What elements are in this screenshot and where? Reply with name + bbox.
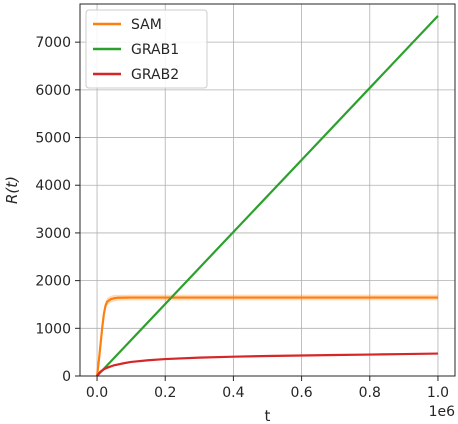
legend-label-grab1: GRAB1 xyxy=(131,42,179,58)
x-tick-label: 1.0 xyxy=(427,385,449,401)
series-lines xyxy=(95,15,439,377)
y-tick-label: 7000 xyxy=(35,35,71,51)
x-ticks: 0.0 0.2 0.4 0.6 0.8 1.0 xyxy=(86,376,449,401)
series-line-grab1 xyxy=(96,15,439,377)
y-tick-label: 0 xyxy=(62,369,71,385)
plot-frame xyxy=(79,3,456,377)
x-offset-label: 1e6 xyxy=(429,404,456,420)
series-line-grab2 xyxy=(96,352,438,377)
y-tick-label: 6000 xyxy=(35,83,71,99)
series-line-sam xyxy=(95,296,438,377)
y-tick-label: 1000 xyxy=(35,321,71,337)
x-tick-label: 0.8 xyxy=(359,385,381,401)
y-tick-label: 5000 xyxy=(35,131,71,147)
y-ticks: 0 1000 2000 3000 4000 5000 6000 7000 xyxy=(35,35,80,385)
y-tick-label: 2000 xyxy=(35,274,71,290)
legend: SAM GRAB1 GRAB2 xyxy=(85,9,208,89)
legend-label-sam: SAM xyxy=(131,17,162,33)
x-tick-label: 0.4 xyxy=(222,385,244,401)
x-axis-label: t xyxy=(265,407,271,424)
x-tick-label: 0.6 xyxy=(290,385,312,401)
legend-frame xyxy=(85,9,208,89)
legend-label-grab2: GRAB2 xyxy=(131,67,179,83)
y-axis-label: R(t) xyxy=(3,176,21,204)
x-tick-label: 0.2 xyxy=(154,385,176,401)
x-tick-label: 0.0 xyxy=(86,385,108,401)
y-tick-label: 3000 xyxy=(35,226,71,242)
y-tick-label: 4000 xyxy=(35,178,71,194)
